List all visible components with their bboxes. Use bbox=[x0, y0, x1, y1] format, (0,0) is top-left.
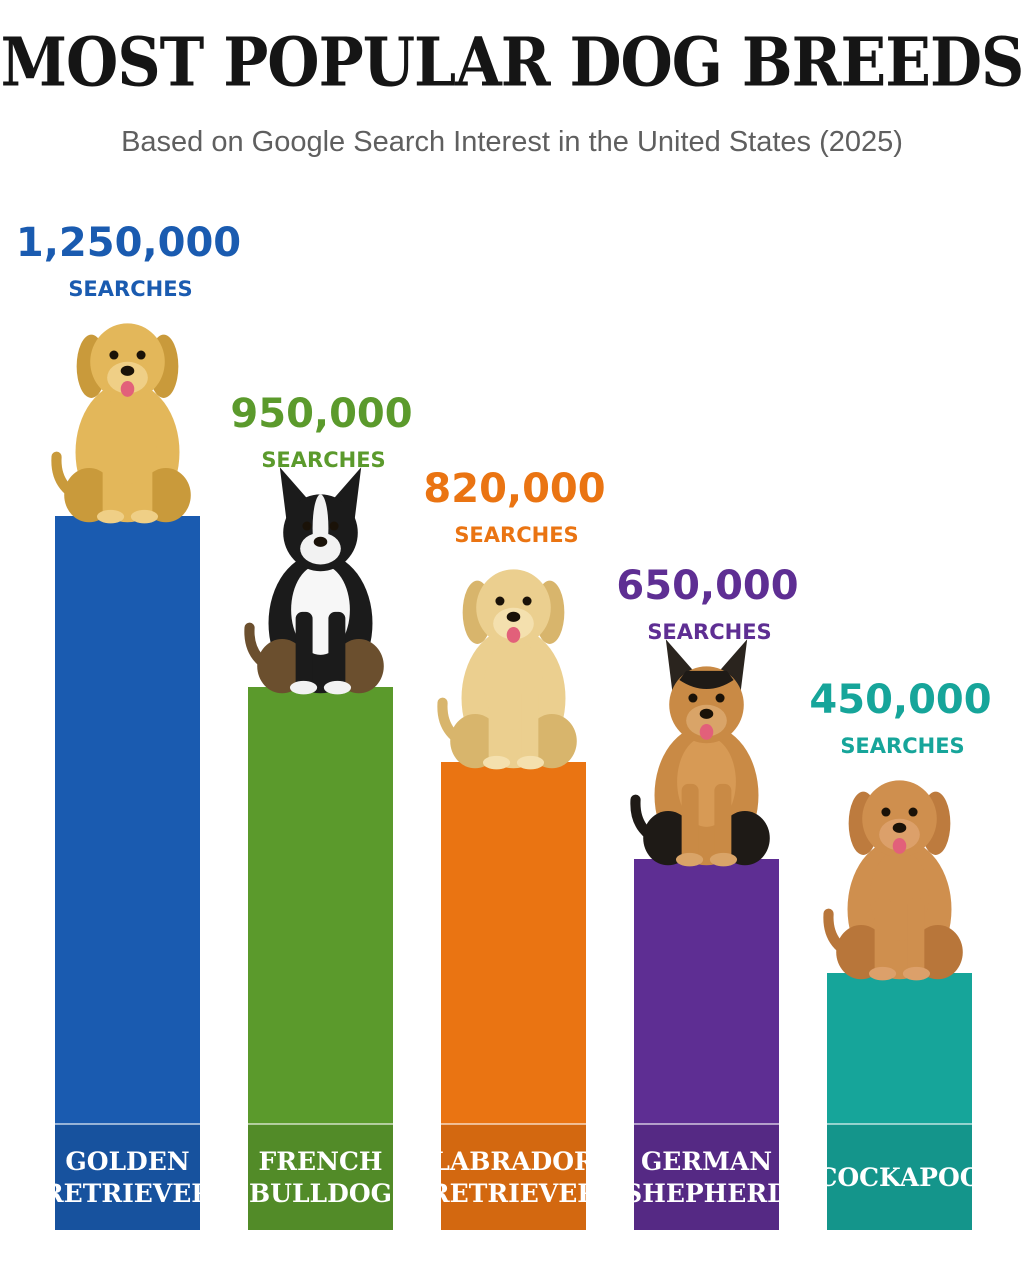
bar-label-band-4 bbox=[634, 1124, 779, 1230]
bar-label-band-3 bbox=[441, 1124, 586, 1230]
labrador-retriever-icon bbox=[437, 569, 577, 770]
value-unit-label: SEARCHES bbox=[261, 448, 385, 472]
value-unit-label: SEARCHES bbox=[454, 523, 578, 547]
value-unit-label: SEARCHES bbox=[68, 277, 192, 301]
category-label: COCKAPOO bbox=[817, 1163, 981, 1192]
page-subtitle: Based on Google Search Interest in the U… bbox=[121, 126, 903, 158]
value-label: 1,250,000 bbox=[16, 220, 241, 266]
category-label: GOLDEN bbox=[65, 1147, 189, 1176]
golden-retriever-icon bbox=[51, 323, 191, 524]
category-label: RETRIEVER bbox=[43, 1179, 212, 1208]
french-bulldog-icon bbox=[244, 467, 384, 695]
category-label: RETRIEVER bbox=[429, 1179, 598, 1208]
category-label: FRENCH bbox=[259, 1147, 383, 1176]
page-title: MOST POPULAR DOG BREEDS bbox=[0, 23, 1024, 103]
value-label: 650,000 bbox=[616, 563, 798, 609]
value-label: 950,000 bbox=[230, 391, 412, 437]
value-unit-label: SEARCHES bbox=[647, 620, 771, 644]
value-unit-label: SEARCHES bbox=[840, 734, 964, 758]
bar-label-band-1 bbox=[55, 1124, 200, 1230]
category-label: LABRADOR bbox=[432, 1147, 595, 1176]
german-shepherd-icon bbox=[630, 639, 770, 867]
category-label: GERMAN bbox=[641, 1147, 772, 1176]
value-label: 820,000 bbox=[423, 466, 605, 512]
bar-label-band-2 bbox=[248, 1124, 393, 1230]
value-label: 450,000 bbox=[809, 677, 991, 723]
bar-label-band-5 bbox=[827, 1124, 972, 1230]
cockapoo-icon bbox=[823, 780, 963, 981]
category-label: SHEPHERD bbox=[624, 1179, 789, 1208]
category-label: BULLDOG bbox=[249, 1179, 392, 1208]
bar-1 bbox=[55, 516, 200, 1230]
